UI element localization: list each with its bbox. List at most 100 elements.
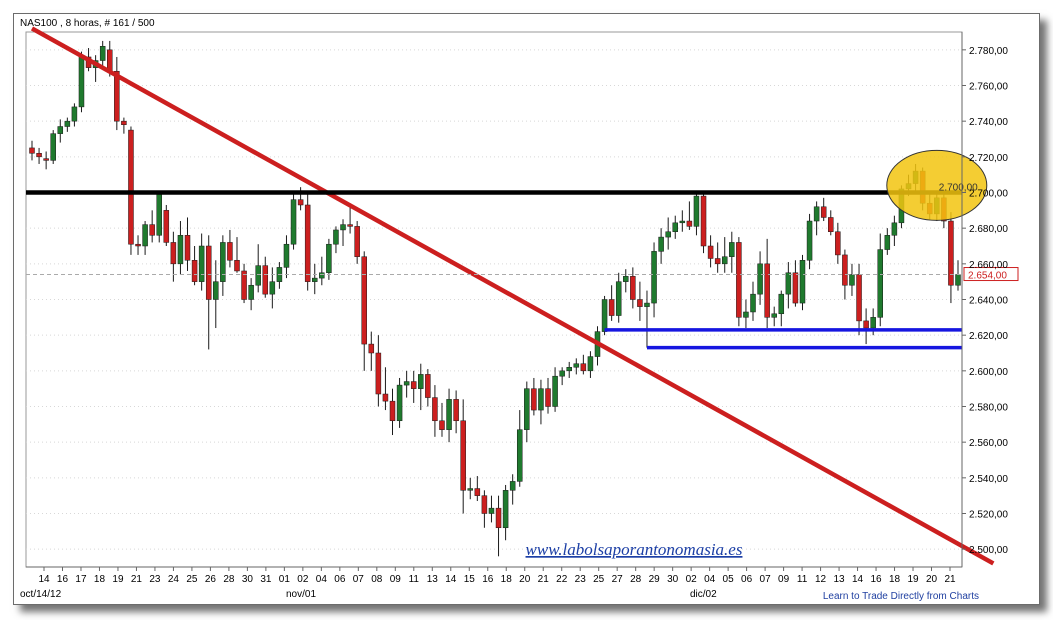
candle-body: [891, 222, 898, 236]
candle-body: [283, 243, 290, 268]
candle-body: [693, 195, 700, 227]
candle-body: [403, 381, 410, 386]
x-tick-label: 25: [593, 574, 605, 585]
x-tick-label: 31: [260, 574, 272, 585]
candle-body: [566, 367, 572, 372]
candle-body: [955, 274, 961, 286]
candle-body: [311, 277, 318, 282]
candle-body: [142, 224, 148, 247]
candle-body: [43, 158, 49, 161]
candle-body: [304, 204, 311, 282]
grid: [25, 31, 963, 568]
candle-body: [948, 220, 954, 286]
candle-body: [658, 236, 664, 252]
candle-body: [439, 420, 445, 430]
candle-body: [835, 231, 841, 256]
candle-body: [644, 302, 650, 307]
x-tick-label: 08: [371, 574, 383, 585]
candle-body: [290, 199, 297, 245]
x-tick-label: 29: [649, 574, 661, 585]
candle-body: [601, 299, 608, 332]
candle-body: [170, 242, 177, 265]
candle-body: [820, 206, 827, 218]
candle-body: [128, 129, 134, 245]
candle-body: [36, 153, 42, 158]
candle-body: [778, 293, 785, 315]
current-price-label: 2.654,00: [968, 271, 1007, 282]
y-tick-label: 2.640,00: [969, 296, 1008, 307]
x-tick-label: 21: [131, 574, 143, 585]
chart-title: NAS100 , 8 horas, # 161 / 500: [20, 18, 155, 29]
candle-body: [884, 235, 891, 250]
candle-body: [248, 284, 254, 300]
candle-body: [425, 374, 431, 398]
candle-body: [269, 281, 276, 295]
candle-body: [64, 120, 71, 127]
y-tick-label: 2.560,00: [969, 438, 1008, 449]
x-tick-label: 23: [149, 574, 161, 585]
y-tick-label: 2.540,00: [969, 474, 1008, 485]
candle-body: [446, 399, 452, 430]
candle-body: [396, 384, 403, 422]
candle-body: [502, 490, 509, 529]
candle-body: [545, 388, 551, 407]
candle-body: [813, 206, 820, 222]
x-tick-label: 12: [815, 574, 827, 585]
current-price-box: [963, 267, 1019, 282]
candle-body: [524, 388, 530, 430]
candle-body: [29, 147, 35, 154]
period-label: nov/01: [286, 589, 316, 600]
y-tick-label: 2.500,00: [969, 545, 1008, 556]
candle-body: [198, 245, 205, 282]
candle-body: [785, 272, 792, 295]
x-tick-label: 15: [464, 574, 476, 585]
x-tick-label: 07: [760, 574, 772, 585]
x-tick-label: 18: [501, 574, 513, 585]
candle-body: [623, 276, 629, 282]
x-tick-label: 14: [445, 574, 457, 585]
candle-body: [615, 281, 622, 316]
x-tick-label: 11: [797, 574, 808, 585]
candle-body: [707, 245, 714, 259]
x-tick-label: 16: [482, 574, 494, 585]
candle-body: [114, 70, 120, 122]
price-chart[interactable]: 2.700,00 2.654,00 2.780,00 2.760,00 2.740,0…: [14, 14, 1039, 604]
candle-body: [870, 317, 876, 329]
candle-body: [587, 356, 594, 372]
x-tick-label: 02: [297, 574, 309, 585]
x-tick-label: 18: [889, 574, 901, 585]
x-tick-label: 26: [205, 574, 217, 585]
x-tick-label: 30: [242, 574, 254, 585]
x-tick-label: 21: [944, 574, 956, 585]
candle-body: [121, 120, 127, 125]
y-tick-label: 2.580,00: [969, 403, 1008, 414]
candle-body: [665, 231, 671, 238]
candle-body: [262, 265, 269, 295]
x-tick-label: 11: [409, 574, 420, 585]
candle-body: [686, 220, 693, 227]
watermark[interactable]: www.labolsaporantonomasia.es: [526, 540, 743, 559]
candle-body: [184, 235, 191, 261]
candle-body: [771, 313, 777, 318]
candle-body: [764, 263, 770, 318]
x-tick-label: 02: [686, 574, 698, 585]
x-tick-label: 04: [316, 574, 328, 585]
candle-body: [481, 495, 488, 514]
candle-body: [347, 224, 353, 227]
x-tick-label: 14: [38, 574, 50, 585]
candle-body: [453, 399, 459, 422]
y-tick-label: 2.780,00: [969, 46, 1008, 57]
candle-body: [849, 274, 855, 286]
candle-body: [559, 370, 565, 377]
candle-body: [389, 400, 396, 422]
y-tick-label: 2.680,00: [969, 224, 1008, 235]
y-tick-label: 2.620,00: [969, 331, 1008, 342]
x-tick-label: 13: [833, 574, 845, 585]
candle-body: [750, 293, 756, 313]
x-tick-label: 09: [390, 574, 402, 585]
candle-body: [220, 242, 226, 282]
candle-body: [806, 220, 813, 261]
x-tick-label: 28: [223, 574, 235, 585]
candle-body: [418, 374, 424, 389]
learn-to-trade-link[interactable]: Learn to Trade Directly from Charts: [822, 591, 979, 602]
